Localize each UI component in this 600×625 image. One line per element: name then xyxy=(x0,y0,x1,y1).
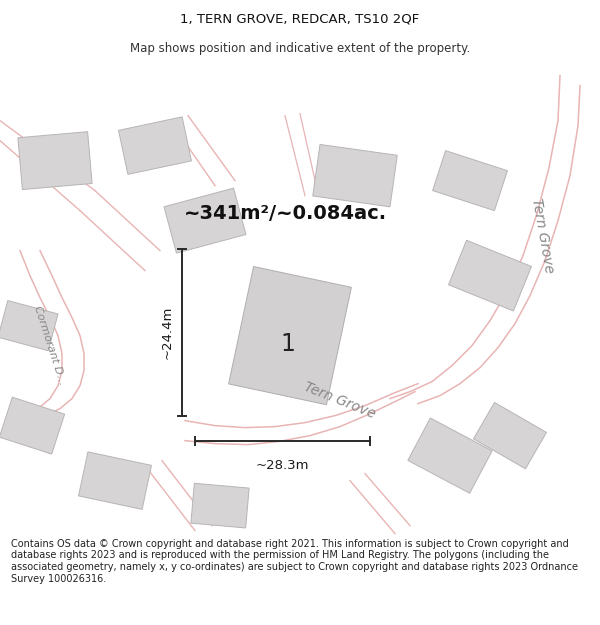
Polygon shape xyxy=(79,452,151,509)
Polygon shape xyxy=(433,151,508,211)
Text: Map shows position and indicative extent of the property.: Map shows position and indicative extent… xyxy=(130,42,470,55)
Polygon shape xyxy=(18,132,92,189)
Text: ~24.4m: ~24.4m xyxy=(161,306,173,359)
Polygon shape xyxy=(0,397,65,454)
Polygon shape xyxy=(191,483,249,528)
Polygon shape xyxy=(229,266,352,405)
Text: ~28.3m: ~28.3m xyxy=(255,459,309,472)
Polygon shape xyxy=(0,301,58,351)
Polygon shape xyxy=(119,117,191,174)
Polygon shape xyxy=(473,402,547,469)
Polygon shape xyxy=(449,240,532,311)
Text: ~341m²/~0.084ac.: ~341m²/~0.084ac. xyxy=(184,204,386,223)
Polygon shape xyxy=(313,144,397,207)
Text: Tern Grove: Tern Grove xyxy=(302,380,378,421)
Text: Contains OS data © Crown copyright and database right 2021. This information is : Contains OS data © Crown copyright and d… xyxy=(11,539,578,584)
Text: 1: 1 xyxy=(281,332,295,356)
Polygon shape xyxy=(408,418,492,493)
Text: 1, TERN GROVE, REDCAR, TS10 2QF: 1, TERN GROVE, REDCAR, TS10 2QF xyxy=(181,12,419,25)
Text: Tern Grove: Tern Grove xyxy=(530,197,556,274)
Text: Cormorant D…: Cormorant D… xyxy=(32,304,68,387)
Polygon shape xyxy=(164,188,246,253)
